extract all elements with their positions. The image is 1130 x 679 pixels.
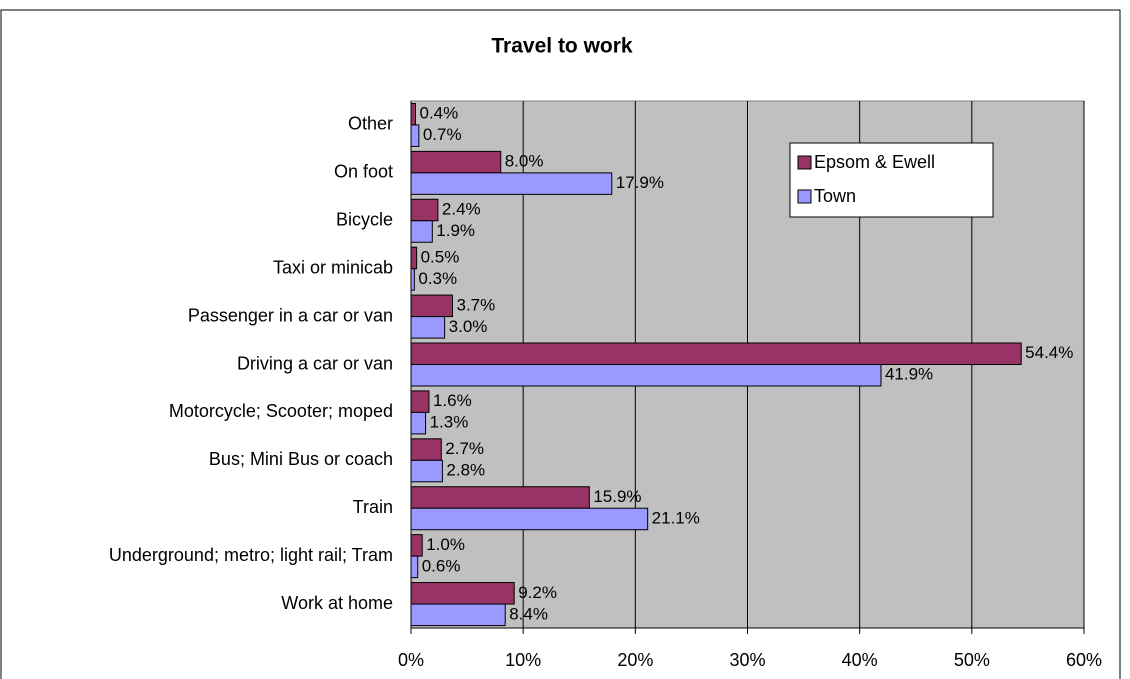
- data-label: 0.4%: [419, 104, 458, 123]
- bar: [410, 459, 443, 483]
- bar: [410, 534, 423, 557]
- x-tick-label: 0%: [398, 650, 424, 670]
- y-tick-label: Passenger in a car or van: [188, 305, 393, 325]
- data-label: 1.3%: [430, 413, 469, 432]
- x-tick-label: 40%: [842, 650, 878, 670]
- data-label: 0.7%: [423, 125, 462, 144]
- bar: [410, 294, 454, 318]
- legend-swatch: [797, 155, 812, 170]
- data-label: 1.9%: [436, 221, 475, 240]
- bar: [410, 364, 882, 387]
- bar: [410, 198, 439, 222]
- data-label: 2.4%: [442, 200, 481, 219]
- x-tick-label: 50%: [954, 650, 990, 670]
- y-tick-label: Taxi or minicab: [273, 257, 393, 277]
- bar: [410, 582, 515, 605]
- data-label: 54.4%: [1025, 343, 1073, 362]
- y-tick-label: Bus; Mini Bus or coach: [209, 449, 393, 469]
- x-tick-label: 20%: [617, 650, 653, 670]
- legend-swatch: [797, 189, 812, 204]
- bar: [410, 411, 427, 435]
- data-label: 8.4%: [509, 604, 548, 623]
- x-tick-label: 60%: [1066, 650, 1102, 670]
- data-label: 21.1%: [652, 508, 700, 527]
- bar: [410, 150, 502, 174]
- data-label: 2.8%: [446, 461, 485, 480]
- y-tick-label: Train: [353, 497, 393, 517]
- y-tick-label: Other: [348, 114, 393, 134]
- bar: [410, 246, 418, 270]
- data-label: 2.7%: [445, 439, 484, 458]
- data-label: 41.9%: [885, 365, 933, 384]
- bar: [410, 507, 649, 531]
- bar: [410, 102, 416, 126]
- legend-label: Epsom & Ewell: [814, 152, 935, 172]
- x-tick-label: 10%: [505, 650, 541, 670]
- bar: [410, 486, 590, 509]
- data-label: 3.7%: [457, 295, 496, 314]
- bar: [410, 316, 446, 339]
- bar: [410, 220, 433, 243]
- data-label: 0.6%: [422, 556, 461, 575]
- y-tick-label: Driving a car or van: [237, 353, 393, 373]
- legend-label: Town: [814, 186, 856, 206]
- chart-title: Travel to work: [491, 35, 633, 58]
- data-label: 0.5%: [421, 247, 460, 266]
- data-label: 1.0%: [426, 535, 465, 554]
- x-tick-label: 30%: [729, 650, 765, 670]
- y-tick-label: On foot: [334, 162, 393, 182]
- y-tick-label: Bicycle: [336, 210, 393, 230]
- bar: [410, 124, 420, 147]
- bar: [410, 172, 613, 195]
- bar: [410, 390, 430, 413]
- y-tick-label: Underground; metro; light rail; Tram: [109, 545, 393, 565]
- bar: [410, 268, 415, 291]
- data-label: 1.6%: [433, 391, 472, 410]
- y-tick-label: Motorcycle; Scooter; moped: [169, 401, 393, 421]
- y-tick-label: Work at home: [281, 593, 393, 613]
- data-label: 3.0%: [449, 317, 488, 336]
- bar: [410, 555, 419, 579]
- data-label: 8.0%: [505, 152, 544, 171]
- data-label: 15.9%: [593, 487, 641, 506]
- data-label: 9.2%: [518, 583, 557, 602]
- legend-box: [789, 142, 994, 218]
- data-label: 0.3%: [418, 269, 457, 288]
- bar: [410, 342, 1022, 365]
- data-label: 17.9%: [616, 173, 664, 192]
- bar: [410, 438, 442, 461]
- bar: [410, 603, 506, 627]
